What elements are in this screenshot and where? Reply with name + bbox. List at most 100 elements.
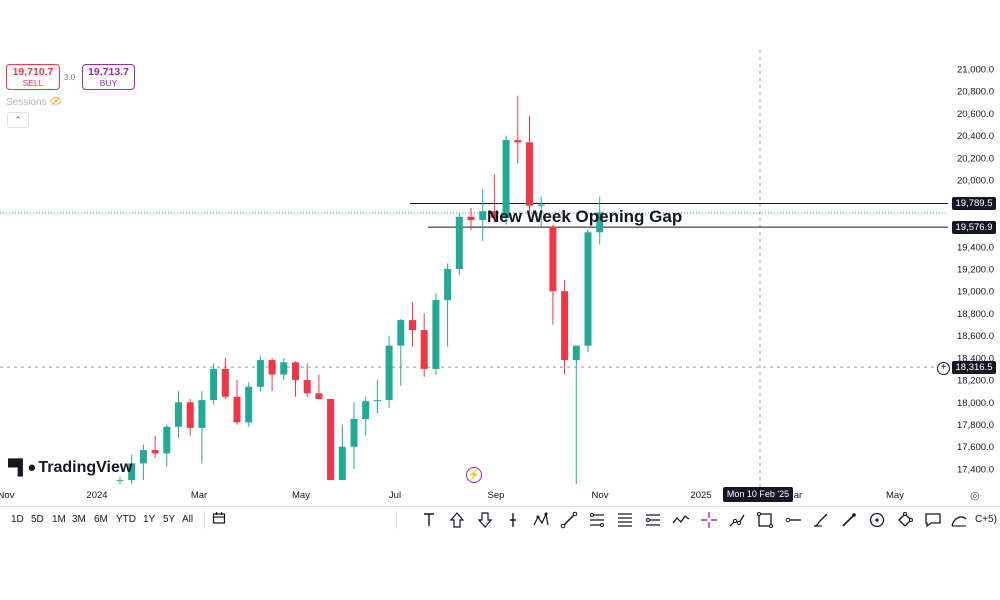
pen-tool-icon[interactable] xyxy=(840,511,858,529)
candle-body xyxy=(596,212,604,233)
toolbar-divider xyxy=(396,511,397,529)
candle xyxy=(537,196,545,227)
candle xyxy=(315,374,323,399)
rectangle-tool-icon[interactable] xyxy=(756,511,774,529)
range-button-1d[interactable]: 1D xyxy=(11,514,24,525)
price-axis: 17,400.0 17,600.0 17,800.0 18,000.0 18,200.0… xyxy=(957,65,994,476)
candle xyxy=(549,224,557,325)
candle-body xyxy=(139,450,147,464)
candle-body xyxy=(292,362,299,381)
polyline-tool-icon[interactable] xyxy=(896,511,914,529)
x-tick-label: 2025 xyxy=(690,490,711,501)
range-button-6m[interactable]: 6M xyxy=(94,514,108,525)
collapse-chevron-icon[interactable]: ⌃ xyxy=(7,112,29,128)
circle-tool-icon[interactable] xyxy=(868,511,886,529)
range-button-ytd[interactable]: YTD xyxy=(116,514,136,525)
callout-tool-icon[interactable] xyxy=(924,511,942,529)
candle-body xyxy=(116,480,124,482)
candle-body xyxy=(549,226,557,292)
horizontal-ray-tool-icon[interactable] xyxy=(784,511,802,529)
candle-body xyxy=(537,204,545,206)
buy-price: 19,713.7 xyxy=(88,66,129,78)
range-button-1m[interactable]: 1M xyxy=(52,514,66,525)
x-tick-label: Nov xyxy=(592,490,609,501)
crosshair-date-tag: Mon 10 Feb '25 xyxy=(723,487,793,502)
trend-line-tool-icon[interactable] xyxy=(560,511,578,529)
candle-body xyxy=(584,232,592,346)
range-button-5y[interactable]: 5Y xyxy=(163,514,176,525)
sell-label: SELL xyxy=(22,78,44,88)
candle-body xyxy=(444,268,452,301)
candle xyxy=(128,454,136,484)
candle-body xyxy=(526,142,533,206)
text-tool-icon[interactable] xyxy=(420,511,438,529)
buy-button[interactable]: 19,713.7 BUY xyxy=(82,64,135,90)
sell-button[interactable]: 19,710.7 SELL xyxy=(6,64,60,90)
eye-off-icon[interactable] xyxy=(50,96,62,106)
calendar-icon[interactable] xyxy=(212,511,226,525)
candle xyxy=(151,435,159,458)
price-line-tool-icon[interactable] xyxy=(504,511,522,529)
fib-retracement-tool-icon[interactable] xyxy=(616,511,634,529)
candle-body xyxy=(315,393,323,399)
candle xyxy=(327,398,335,481)
parallel-channel-tool-icon[interactable] xyxy=(588,511,606,529)
add-plus-icon[interactable]: + xyxy=(937,362,950,375)
path-tool-icon[interactable] xyxy=(728,511,746,529)
range-button-1y[interactable]: 1Y xyxy=(143,514,156,525)
lightning-icon[interactable]: ⚡ xyxy=(466,467,482,483)
candle-body xyxy=(502,140,510,218)
candle xyxy=(268,357,276,392)
axis-settings-icon[interactable]: ◎ xyxy=(970,490,980,502)
buy-label: BUY xyxy=(99,78,118,88)
crosshair-tool-icon[interactable] xyxy=(700,511,718,529)
candle xyxy=(385,335,393,408)
candle xyxy=(420,313,428,377)
pattern-tool-icon[interactable] xyxy=(532,511,550,529)
arrow-up-tool-icon[interactable] xyxy=(448,511,466,529)
candle xyxy=(256,355,264,392)
y-tick-label: 21,000.0 xyxy=(957,65,994,76)
candle xyxy=(175,391,182,438)
brush-tool-icon[interactable] xyxy=(812,511,830,529)
candle-body xyxy=(245,386,253,423)
candle-body xyxy=(490,211,498,218)
candle xyxy=(596,196,604,245)
candle-body xyxy=(151,450,159,454)
y-tick-label: 20,400.0 xyxy=(957,131,994,142)
candle-body xyxy=(514,140,522,143)
arrow-down-tool-icon[interactable] xyxy=(476,511,494,529)
tradingview-logo: ▀▌● TradingView xyxy=(8,459,132,477)
y-tick-label: 19,400.0 xyxy=(957,242,994,253)
x-tick-label: May xyxy=(292,490,310,501)
candle xyxy=(526,115,533,212)
candle xyxy=(210,363,218,405)
range-button-all[interactable]: All xyxy=(182,514,194,525)
y-tick-label: 18,800.0 xyxy=(957,309,994,320)
gann-box-tool-icon[interactable] xyxy=(644,511,662,529)
candle xyxy=(292,361,299,397)
x-tick-label: Sep xyxy=(488,490,505,501)
range-button-3m[interactable]: 3M xyxy=(72,514,86,525)
price-chart[interactable]: 17,400.0 17,600.0 17,800.0 18,000.0 18,200.0… xyxy=(0,50,1000,506)
candle-body xyxy=(221,368,229,397)
sessions-label: Sessions xyxy=(6,97,47,108)
y-tick-label: 17,800.0 xyxy=(957,420,994,431)
y-tick-label: 18,200.0 xyxy=(957,376,994,387)
range-button-5d[interactable]: 5D xyxy=(31,514,44,525)
candle xyxy=(280,357,288,381)
candle xyxy=(186,398,194,436)
timezone-label[interactable]: C+5) xyxy=(975,514,997,525)
candle-body xyxy=(362,401,370,419)
candle xyxy=(116,476,124,484)
arc-tool-icon[interactable] xyxy=(950,511,968,529)
candle xyxy=(502,135,510,225)
candle xyxy=(584,228,592,353)
candle-body xyxy=(198,400,206,428)
candle-body xyxy=(268,360,276,375)
y-tick-label: 18,400.0 xyxy=(957,353,994,364)
candle xyxy=(303,363,311,397)
elliott-wave-tool-icon[interactable] xyxy=(672,511,690,529)
candle xyxy=(338,424,346,481)
candle-body xyxy=(373,400,381,402)
